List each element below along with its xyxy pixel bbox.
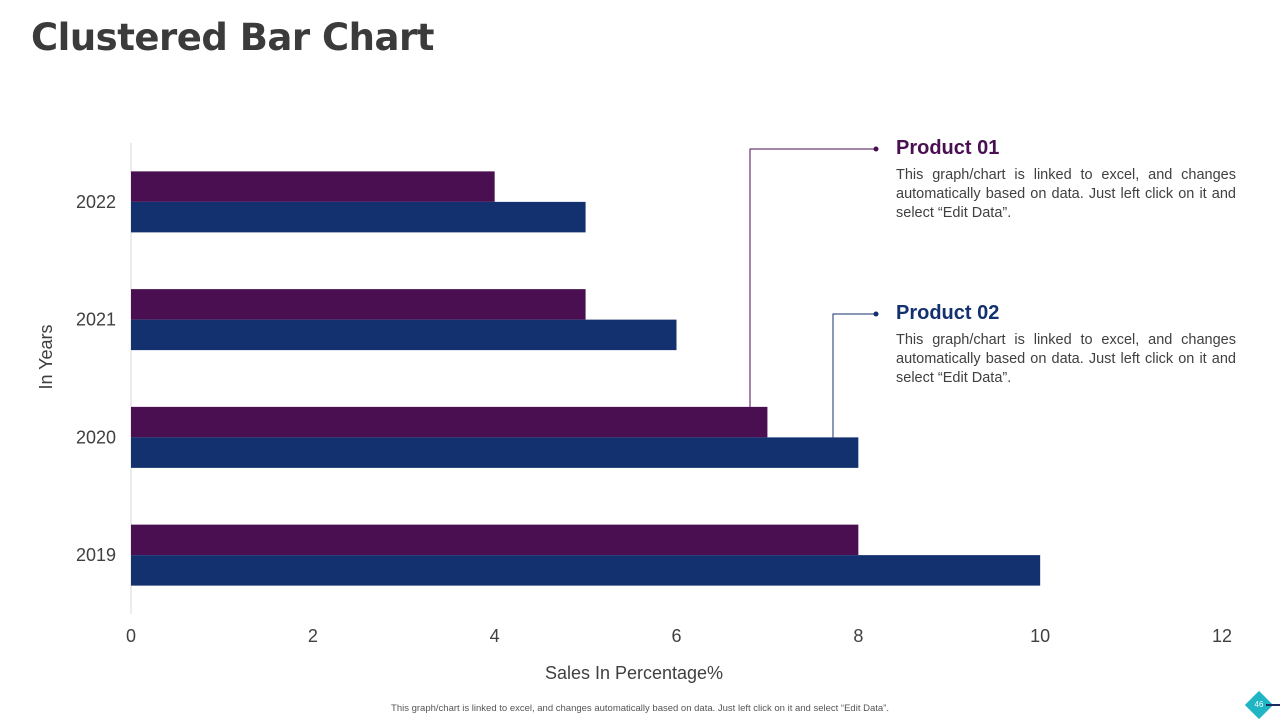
y-tick-label: 2021 [76,310,116,330]
x-tick-label: 2 [308,626,318,646]
bar-product-01-2020 [131,406,768,438]
legend-title-product-01: Product 01 [896,137,1000,159]
x-tick-label: 6 [671,626,681,646]
legend-description-product-02: This graph/chart is linked to excel, and… [896,332,1236,386]
page-number: 46 [1254,700,1264,709]
bar-product-01-2022 [131,171,495,202]
bar-product-02-2021 [131,319,677,351]
legend-title-product-02: Product 02 [896,302,1000,324]
callout-dot-product-01 [873,146,879,152]
callout-line-product-02 [832,313,876,438]
y-axis-label: In Years [36,324,56,389]
footer-accent-line [1266,704,1280,706]
legend-product-01: Product 01 This graph/chart is linked to… [896,137,1236,223]
bar-product-02-2020 [131,437,859,468]
bar-product-01-2019 [131,524,859,556]
x-tick-label: 4 [490,626,500,646]
callout-line-product-01 [749,148,876,407]
bar-product-02-2022 [131,201,586,233]
bar-product-01-2021 [131,289,586,320]
legend-product-02: Product 02 This graph/chart is linked to… [896,302,1236,388]
x-tick-label: 10 [1030,626,1050,646]
y-tick-label: 2019 [76,545,116,565]
x-tick-label: 0 [126,626,136,646]
legend-description-product-01: This graph/chart is linked to excel, and… [896,167,1236,221]
footer-note: This graph/chart is linked to excel, and… [391,703,889,714]
callout-dot-product-02 [873,311,879,317]
x-tick-label: 8 [853,626,863,646]
y-tick-label: 2020 [76,427,116,447]
y-tick-label: 2022 [76,192,116,212]
page-title: Clustered Bar Chart [31,16,434,59]
x-tick-label: 12 [1212,626,1232,646]
bar-product-02-2019 [131,555,1041,586]
x-axis-label: Sales In Percentage% [545,663,723,683]
